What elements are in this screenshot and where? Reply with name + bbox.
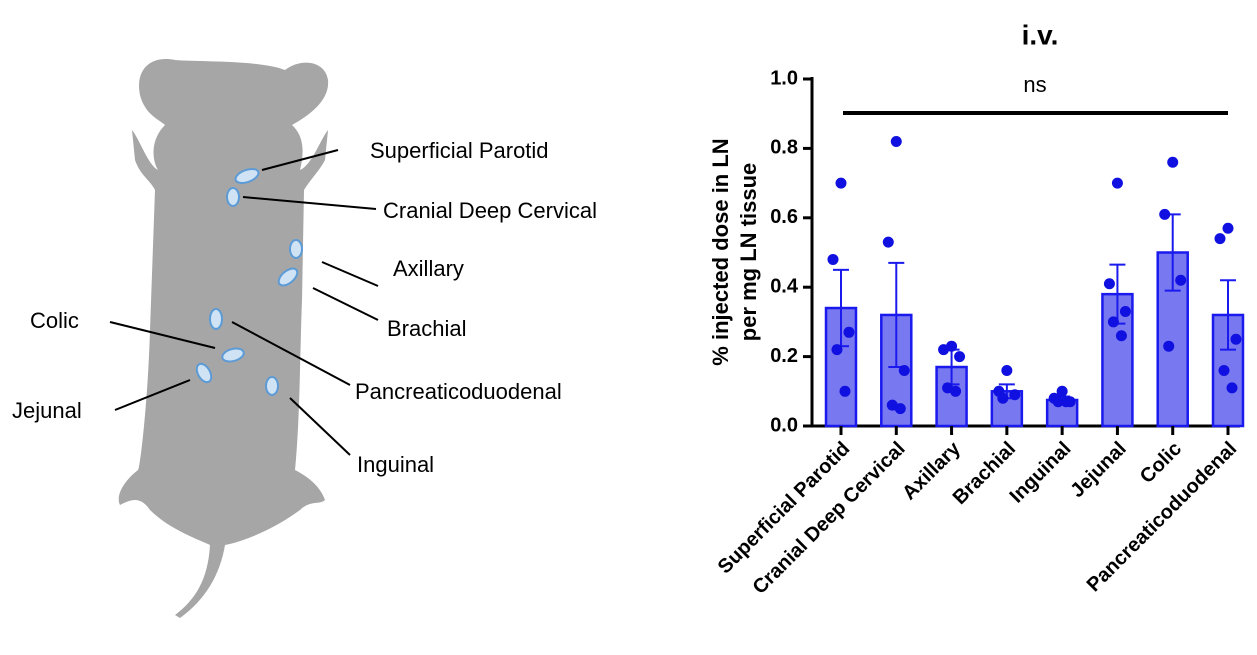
node-label: Inguinal [357, 452, 434, 477]
data-point [1175, 274, 1187, 286]
node-label: Cranial Deep Cervical [383, 198, 597, 223]
y-tick-label: 0.8 [770, 137, 798, 159]
leader-line [114, 379, 191, 411]
node-label: Pancreaticoduodenal [355, 379, 562, 404]
data-point [938, 344, 950, 356]
x-tick-label: Jejunal [1066, 438, 1130, 502]
data-point [1001, 364, 1013, 376]
node-label: Axillary [393, 256, 464, 281]
lymph-node [221, 347, 245, 363]
y-axis-label: % injected dose in LN [708, 138, 733, 365]
y-tick-label: 1.0 [770, 67, 798, 89]
leader-line [321, 261, 379, 287]
data-point [1226, 382, 1238, 394]
leader-line [109, 321, 216, 349]
leader-line [261, 149, 339, 171]
data-point [1167, 156, 1179, 168]
y-tick-label: 0.2 [770, 345, 798, 367]
data-point [882, 236, 894, 248]
leader-line [231, 321, 351, 386]
y-tick-label: 0.6 [770, 206, 798, 228]
data-point [1009, 389, 1021, 401]
significance-label: ns [1023, 72, 1046, 97]
data-point [954, 351, 966, 363]
data-point [1115, 330, 1127, 342]
data-point [1222, 222, 1234, 234]
data-point [827, 253, 839, 265]
chart-title: i.v. [1022, 19, 1059, 50]
node-label: Jejunal [12, 398, 82, 423]
y-tick-label: 0.4 [770, 275, 799, 297]
leader-line [289, 397, 351, 456]
x-tick-label: Inguinal [1006, 438, 1076, 508]
node-label: Superficial Parotid [370, 138, 549, 163]
data-point [1214, 233, 1226, 245]
lymph-node [226, 187, 240, 207]
lymph-node [277, 267, 299, 287]
data-point [1119, 305, 1131, 317]
lymph-node [265, 376, 279, 396]
x-tick-label: Colic [1136, 438, 1186, 488]
data-point [1060, 396, 1072, 408]
chart: i.v. ns % injected dose in LN per mg LN … [708, 19, 1245, 599]
node-label: Brachial [387, 316, 466, 341]
y-axis-label: per mg LN tissue [736, 163, 761, 341]
lymph-node [234, 168, 260, 184]
data-point [1107, 316, 1119, 328]
node-label: Colic [30, 308, 79, 333]
data-point [890, 135, 902, 147]
data-point [894, 403, 906, 415]
data-point [1052, 396, 1064, 408]
mouse-diagram: Superficial Parotid Cranial Deep Cervica… [12, 59, 597, 618]
data-point [1056, 385, 1068, 397]
data-point [898, 364, 910, 376]
data-point [1159, 208, 1171, 220]
data-point [1218, 364, 1230, 376]
data-point [950, 385, 962, 397]
leader-line [312, 287, 379, 321]
data-point [1230, 333, 1242, 345]
data-point [843, 326, 855, 338]
data-point [1103, 278, 1115, 290]
data-point [1111, 177, 1123, 189]
data-point [839, 385, 851, 397]
lymph-node [195, 362, 213, 384]
data-point [997, 392, 1009, 404]
leader-lines [109, 149, 379, 456]
mouse-silhouette [118, 59, 329, 618]
y-tick-label: 0.0 [770, 414, 798, 436]
data-point [835, 177, 847, 189]
data-point [1163, 340, 1175, 352]
lymph-node [289, 239, 303, 259]
data-point [831, 344, 843, 356]
lymph-node [209, 308, 223, 330]
leader-line [242, 196, 377, 210]
lymph-nodes [195, 168, 303, 396]
